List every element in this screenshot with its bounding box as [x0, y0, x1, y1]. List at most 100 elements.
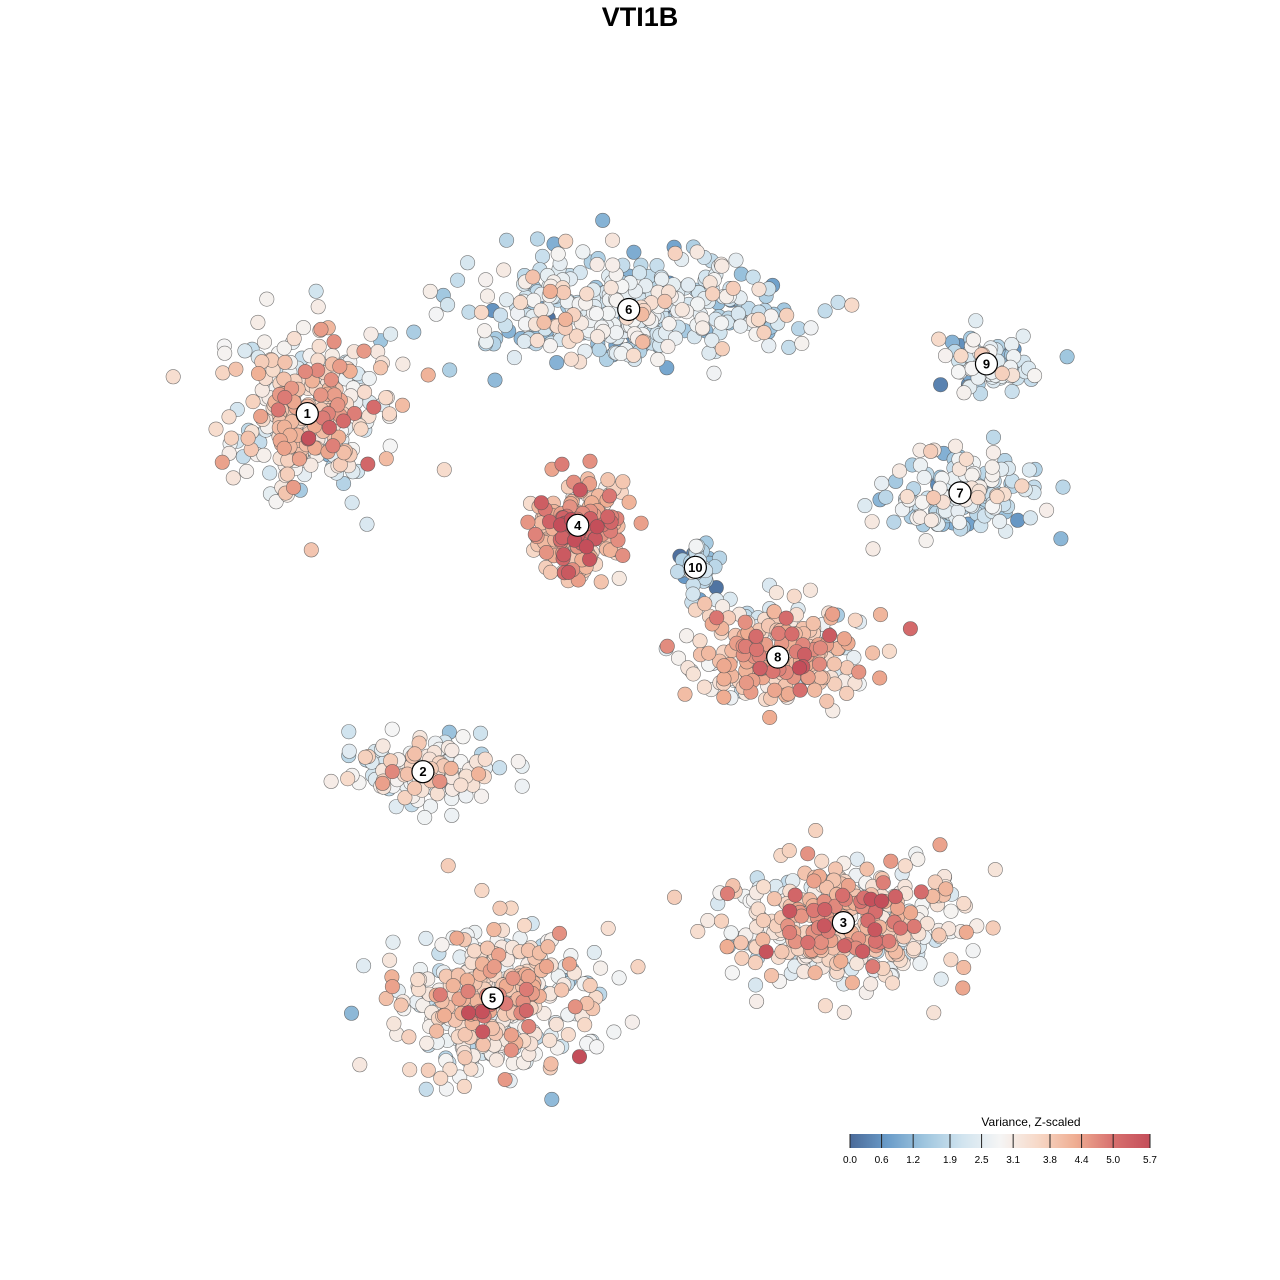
cell-point — [855, 943, 871, 959]
cell-point — [311, 338, 327, 354]
cell-point — [956, 385, 972, 401]
cell-point — [384, 721, 400, 737]
cluster-label-10: 10 — [683, 555, 707, 579]
cell-point — [685, 586, 701, 602]
cluster-label-badge — [766, 645, 790, 669]
cell-point — [611, 570, 627, 586]
cell-point — [492, 307, 508, 323]
cell-point — [591, 342, 607, 358]
cell-point — [766, 604, 782, 620]
cluster-label-text: 1 — [304, 406, 311, 421]
color-legend: Variance, Z-scaled 0.0 0.6 1.2 1.9 2.5 3.1 3.8… — [843, 1115, 1157, 1166]
cell-point — [923, 443, 939, 459]
cell-point — [774, 944, 790, 960]
cell-point — [286, 331, 302, 347]
cell-point — [542, 283, 558, 299]
colorbar-tick-label: 3.1 — [1006, 1155, 1020, 1166]
cell-point — [951, 514, 967, 530]
colorbar-tick-label: 3.8 — [1043, 1155, 1057, 1166]
cell-point — [611, 970, 627, 986]
cell-point — [449, 930, 465, 946]
cell-point — [395, 356, 411, 372]
cell-point — [313, 321, 329, 337]
cell-point — [992, 513, 1008, 529]
cell-point — [918, 533, 934, 549]
cluster-label-text: 10 — [688, 560, 702, 575]
chart-title: VTI1B — [601, 2, 679, 32]
cell-point — [1014, 478, 1030, 494]
cell-point — [503, 1027, 519, 1043]
cell-point — [891, 463, 907, 479]
cell-point — [730, 306, 746, 322]
cell-point — [724, 965, 740, 981]
cell-point — [393, 997, 409, 1013]
cell-point — [808, 822, 824, 838]
cell-point — [763, 968, 779, 984]
cell-point — [382, 438, 398, 454]
cell-point — [881, 933, 897, 949]
cell-point — [385, 934, 401, 950]
cell-point — [429, 786, 445, 802]
cell-point — [442, 362, 458, 378]
cell-point — [225, 470, 241, 486]
cell-point — [450, 272, 466, 288]
cluster-label-1: 1 — [295, 401, 319, 426]
cell-point — [301, 430, 317, 446]
cluster-label-text: 2 — [419, 764, 426, 779]
colorbar-tick-label: 0.0 — [843, 1155, 857, 1166]
cell-point — [548, 1016, 564, 1032]
cell-point — [633, 515, 649, 531]
cell-point — [496, 262, 512, 278]
cell-point — [733, 935, 749, 951]
cell-point — [965, 943, 981, 959]
cell-point — [363, 326, 379, 342]
cell-point — [670, 650, 686, 666]
cell-point — [631, 265, 647, 281]
cell-point — [985, 920, 1001, 936]
cell-point — [560, 564, 576, 580]
cell-point — [460, 255, 476, 271]
cell-point — [689, 244, 705, 260]
cell-point — [572, 482, 588, 498]
cell-point — [666, 889, 682, 905]
cluster-label-text: 5 — [489, 991, 496, 1006]
cluster-label-7: 7 — [948, 481, 972, 505]
cell-point — [575, 244, 591, 260]
cell-point — [457, 1050, 473, 1066]
cell-point — [245, 394, 261, 410]
cell-point — [422, 283, 438, 299]
cell-point — [603, 280, 619, 296]
cell-point — [766, 891, 782, 907]
cell-point — [787, 887, 803, 903]
cell-point — [472, 725, 488, 741]
cell-point — [749, 641, 765, 657]
cell-point — [343, 1005, 359, 1021]
cell-point — [582, 453, 598, 469]
cell-point — [270, 402, 286, 418]
cell-point — [851, 664, 867, 680]
cell-point — [822, 627, 838, 643]
cell-point — [420, 1062, 436, 1078]
cell-point — [985, 429, 1001, 445]
cell-point — [670, 564, 686, 580]
cell-point — [237, 343, 253, 359]
cell-point — [214, 454, 230, 470]
cell-point — [475, 1024, 491, 1040]
cell-point — [310, 299, 326, 315]
cell-point — [725, 280, 741, 296]
cell-point — [516, 917, 532, 933]
cell-point — [674, 302, 690, 318]
colorbar-tick-label: 4.4 — [1075, 1155, 1089, 1166]
cell-point — [654, 271, 670, 287]
cell-point — [251, 365, 267, 381]
cell-point — [346, 405, 362, 421]
cluster-label-9: 9 — [974, 352, 999, 376]
cell-point — [477, 323, 493, 339]
cell-point — [857, 498, 873, 514]
cell-point — [361, 370, 377, 386]
cell-point — [538, 544, 554, 560]
cell-point — [697, 596, 713, 612]
cell-point — [554, 456, 570, 472]
cell-point — [755, 879, 771, 895]
cell-point — [543, 1056, 559, 1072]
